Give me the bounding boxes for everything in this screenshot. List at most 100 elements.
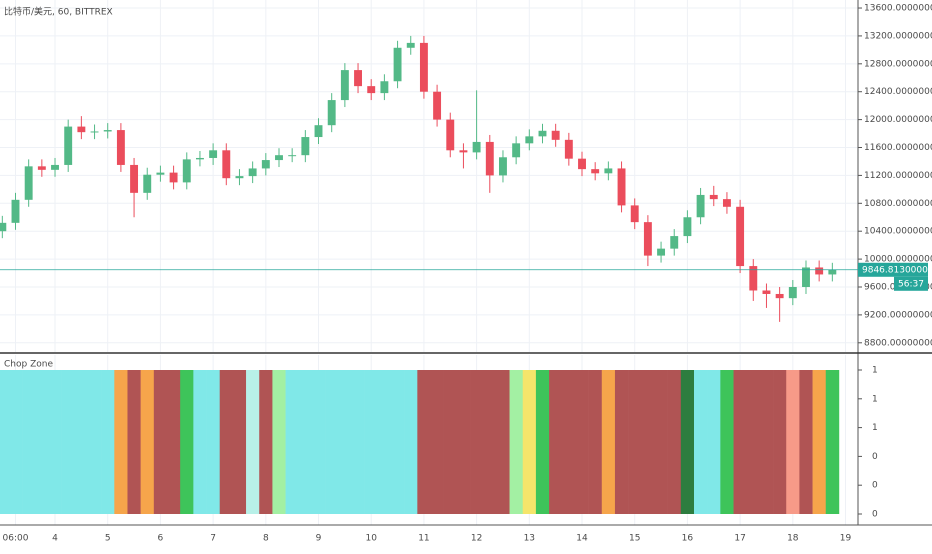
candle-body — [406, 42, 415, 48]
chop-zone-column — [193, 370, 207, 514]
chop-zone-column — [232, 370, 247, 514]
y-tick-label: 0 — [872, 452, 878, 462]
chop-zone-column — [812, 370, 827, 514]
candle-body — [446, 119, 455, 151]
candle-body — [802, 267, 810, 287]
candle-body — [525, 136, 534, 144]
x-tick-label: 4 — [52, 534, 58, 544]
candle-body — [512, 143, 521, 158]
candle-body — [696, 194, 705, 218]
y-tick-label: 10400.00000000 — [864, 227, 932, 237]
x-tick-label: 11 — [418, 534, 429, 544]
chop-zone-column — [298, 370, 313, 514]
y-tick-label: 11200.00000000 — [864, 171, 932, 181]
candle-body — [130, 164, 139, 193]
candle-body — [459, 150, 468, 153]
y-tick-label: 10000.00000000 — [864, 255, 932, 265]
candle-body — [472, 141, 481, 153]
x-tick-label: 8 — [263, 534, 269, 544]
chop-zone-column — [180, 370, 194, 514]
chop-zone-column — [667, 370, 682, 514]
chop-zone-column — [153, 370, 168, 514]
chop-zone-column — [140, 370, 155, 514]
chop-zone-column — [351, 370, 365, 514]
chop-zone-column — [693, 370, 708, 514]
y-tick-label: 11600.00000000 — [864, 143, 932, 153]
candle-body — [235, 176, 244, 179]
y-tick-label: 12000.00000000 — [864, 115, 932, 125]
chop-zone-column — [259, 370, 273, 514]
chop-zone-column — [87, 370, 102, 514]
chop-zone-column — [390, 370, 405, 514]
x-tick-label: 12 — [471, 534, 482, 544]
countdown: 56:37 — [898, 279, 924, 289]
candle-body — [11, 199, 20, 223]
x-tick-label: 14 — [576, 534, 588, 544]
chop-zone-column — [311, 370, 326, 514]
y-tick-label: 0 — [872, 510, 878, 520]
candle-body — [340, 70, 349, 101]
countdown-box — [894, 276, 928, 291]
chop-zone-column — [470, 370, 484, 514]
chop-zone-column — [8, 370, 23, 514]
candle-body — [195, 157, 204, 160]
y-tick-label: 1 — [872, 366, 878, 376]
x-tick-label: 17 — [734, 534, 745, 544]
candle-body — [327, 100, 336, 126]
candle-body — [64, 126, 73, 165]
candle-body — [393, 47, 402, 82]
x-tick-label: 5 — [105, 534, 111, 544]
candle-body — [143, 174, 152, 193]
x-tick-label: 7 — [210, 534, 216, 544]
chop-zone-column — [456, 370, 471, 514]
chop-zone-column — [364, 370, 379, 514]
chop-zone-column — [127, 370, 141, 514]
candle-body — [419, 42, 428, 92]
candle-body — [578, 158, 586, 170]
candle-body — [222, 150, 231, 179]
candle-body — [103, 130, 112, 132]
chop-zone-column — [588, 370, 603, 514]
candle-body — [248, 168, 257, 177]
price-label-box — [858, 262, 928, 277]
candle-body — [722, 199, 731, 207]
x-tick-label: 18 — [787, 534, 799, 544]
chop-zone-column — [496, 370, 510, 514]
chop-zone-column — [48, 370, 62, 514]
x-tick-label: 6 — [158, 534, 164, 544]
chop-zone-column — [799, 370, 813, 514]
candle-body — [749, 266, 758, 291]
candle-body — [815, 267, 824, 275]
candle-body — [169, 172, 178, 183]
x-tick-label: 06:00 — [3, 534, 29, 544]
candle-body — [77, 126, 86, 133]
chop-zone-column — [74, 370, 89, 514]
y-tick-label: 12800.00000000 — [864, 59, 932, 69]
y-tick-label: 13200.00000000 — [864, 31, 932, 41]
x-tick-label: 19 — [840, 534, 852, 544]
candle-body — [538, 130, 547, 137]
candle-body — [354, 70, 362, 87]
chop-zone-column — [759, 370, 774, 514]
candle-body — [367, 86, 376, 94]
chop-zone-column — [786, 370, 800, 514]
candle-body — [380, 81, 389, 94]
chop-zone-column — [509, 370, 524, 514]
chop-zone-column — [575, 370, 589, 514]
chop-zone-column — [443, 370, 458, 514]
candle-body — [736, 206, 745, 267]
chop-zone-column — [0, 370, 10, 514]
candle-body — [37, 166, 46, 170]
candle-body — [182, 159, 191, 183]
candle-body — [630, 205, 639, 223]
chop-zone-column — [628, 370, 642, 514]
chop-zone-column — [535, 370, 550, 514]
candle-body — [617, 168, 626, 206]
price-label: 9846.81300000 — [862, 265, 932, 275]
candle-body — [551, 130, 560, 140]
chop-zone-column — [114, 370, 128, 514]
chop-zone-column — [562, 370, 576, 514]
candle-body — [670, 236, 679, 249]
